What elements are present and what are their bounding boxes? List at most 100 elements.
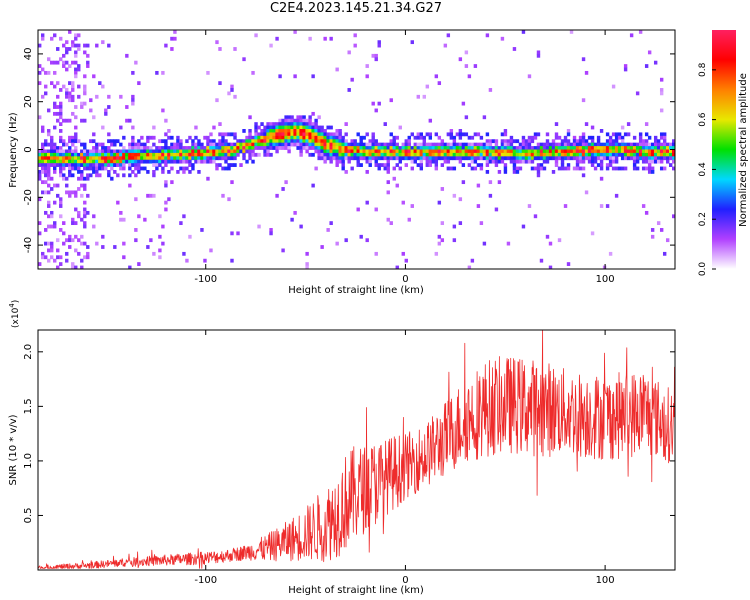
spectrogram-cell: [143, 159, 147, 164]
spectrogram-cell: [371, 149, 375, 154]
spectrogram-cell: [101, 40, 105, 45]
spectrogram-cell: [68, 149, 72, 154]
spectrogram-cell: [572, 156, 577, 161]
spectrogram-cell: [155, 152, 159, 157]
spectrogram-cell: [383, 156, 387, 161]
spectrogram-cell: [446, 149, 451, 154]
spectrogram-cell: [620, 142, 625, 147]
spectrogram-cell: [389, 149, 393, 154]
spectrogram-cell: [131, 159, 135, 164]
spectrogram-cell: [575, 163, 580, 167]
spectrogram-cell: [146, 146, 150, 150]
spectrogram-cell: [320, 146, 324, 150]
spectrogram-cell: [635, 91, 640, 96]
spectrogram-cell: [521, 30, 526, 34]
spectrogram-cell: [110, 166, 114, 171]
spectrogram-cell: [476, 146, 481, 150]
spectrogram-cell: [425, 146, 430, 150]
spectrogram-cell: [224, 132, 228, 137]
spectrogram-cell: [95, 241, 99, 246]
spectrogram-cell: [311, 129, 315, 133]
spectrogram-cell: [302, 142, 306, 147]
spectrogram-cell: [149, 135, 153, 140]
spectrogram-cell: [314, 142, 318, 147]
spectrogram-cell: [590, 125, 595, 130]
spectrogram-cell: [626, 146, 631, 150]
spectrogram-cell: [665, 159, 670, 164]
spectrogram-cell: [191, 142, 195, 147]
spectrogram-cell: [632, 152, 637, 157]
spectrogram-cell: [632, 135, 637, 140]
spectrogram-cell: [647, 142, 652, 147]
spectrogram-cell: [578, 156, 583, 161]
spectrogram-cell: [344, 122, 348, 126]
spectrogram-cell: [182, 169, 186, 174]
spectrogram-cell: [338, 129, 342, 133]
spectrogram-cell: [266, 139, 270, 144]
spectrogram-cell: [104, 159, 108, 164]
spectrogram-cell: [404, 163, 408, 167]
spectrogram-cell: [672, 156, 675, 161]
spectrogram-cell: [287, 139, 291, 144]
spectrogram-cell: [134, 238, 138, 243]
spectrogram-cell: [584, 152, 589, 157]
spectrogram-cell: [266, 129, 270, 133]
spectrogram-cell: [533, 166, 538, 171]
spectrogram-cell: [77, 43, 81, 48]
spectrogram-cell: [56, 159, 60, 164]
spectrogram-cell: [461, 149, 466, 154]
spectrogram-cell: [578, 139, 583, 144]
spectrogram-cell: [59, 122, 63, 126]
spectrogram-cell: [95, 94, 99, 99]
spectrogram-cell: [473, 132, 478, 137]
spectrogram-cell: [407, 217, 411, 222]
spectrogram-cell: [50, 152, 54, 157]
spectrogram-cell: [446, 152, 451, 157]
spectrogram-cell: [296, 122, 300, 126]
spectrogram-cell: [263, 125, 267, 130]
spectrogram-cell: [152, 156, 156, 161]
spectrogram-cell: [338, 149, 342, 154]
spectrogram-cell: [59, 255, 63, 260]
spectrogram-cell: [194, 135, 198, 140]
spectrogram-cell: [425, 152, 430, 157]
spectrogram-cell: [140, 142, 144, 147]
spectrogram-cell: [119, 94, 123, 99]
spectrogram-cell: [605, 139, 610, 144]
spectrogram-cell: [101, 142, 105, 147]
spectrogram-cell: [80, 169, 84, 174]
spectrogram-cell: [440, 152, 445, 157]
spectrogram-cell: [461, 142, 466, 147]
spectrogram-cell: [311, 111, 315, 116]
spectrogram-cell: [536, 50, 541, 55]
spectrogram-cell: [554, 135, 559, 140]
spectrogram-cell: [320, 129, 324, 133]
spectrogram-cell: [410, 166, 414, 171]
spectrogram-cell: [422, 156, 426, 161]
spectrogram-cell: [512, 169, 517, 174]
spectrogram-cell: [80, 156, 84, 161]
spectrogram-cell: [44, 180, 48, 185]
spectrogram-cell: [467, 152, 472, 157]
spectrogram-cell: [515, 139, 520, 144]
spectrogram-cell: [509, 156, 514, 161]
spectrogram-cell: [230, 146, 234, 150]
spectrogram-cell: [59, 159, 63, 164]
spectrogram-cell: [131, 101, 135, 106]
spectrogram-cell: [233, 47, 237, 51]
spectrogram-cell: [347, 50, 351, 55]
spectrogram-cell: [314, 132, 318, 137]
spectrogram-cell: [335, 159, 339, 164]
spectrogram-cell: [59, 197, 63, 202]
spectrogram-cell: [71, 238, 75, 243]
spectrogram-cell: [545, 152, 550, 157]
spectrogram-cell: [311, 142, 315, 147]
spectrogram-cell: [662, 166, 667, 171]
spectrogram-cell: [356, 156, 360, 161]
spectrogram-cell: [533, 156, 538, 161]
spectrogram-cell: [359, 135, 363, 140]
spectrogram-cell: [329, 159, 333, 164]
spectrogram-cell: [356, 163, 360, 167]
spectrogram-cell: [74, 135, 78, 140]
spectrogram-cell: [89, 108, 93, 113]
